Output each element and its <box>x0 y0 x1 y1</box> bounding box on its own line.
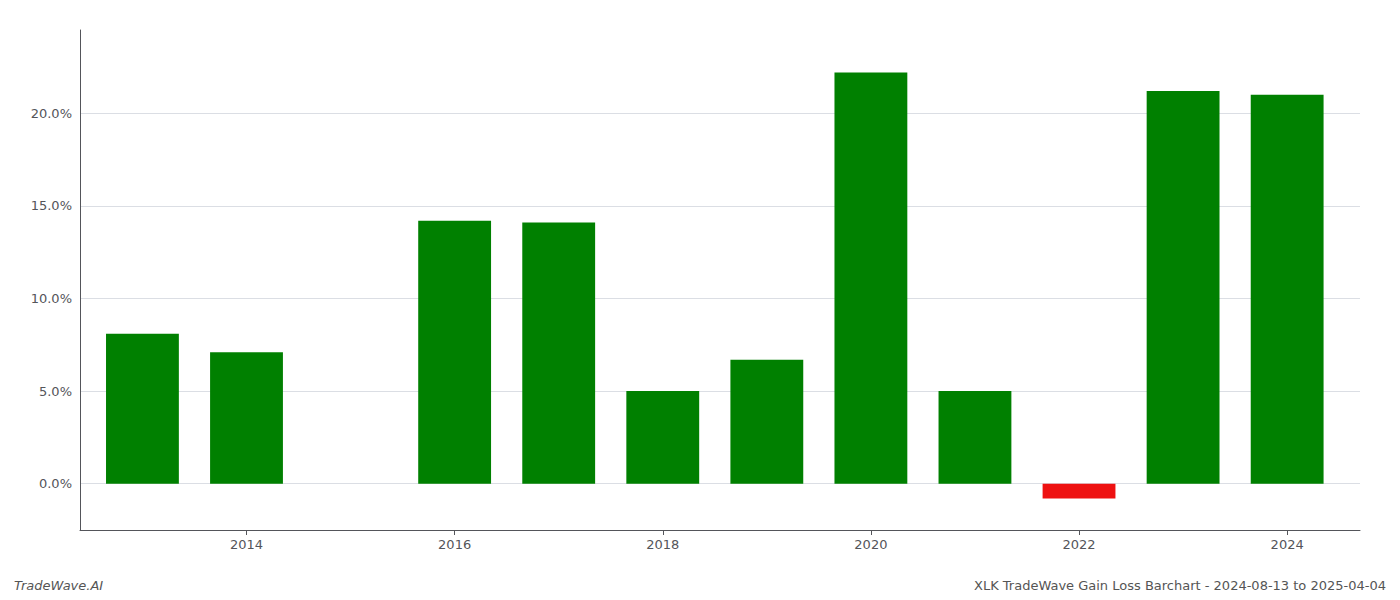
svg-text:2024: 2024 <box>1271 537 1304 552</box>
svg-text:XLK TradeWave Gain Loss Barcha: XLK TradeWave Gain Loss Barchart - 2024-… <box>974 578 1386 593</box>
svg-text:2022: 2022 <box>1062 537 1095 552</box>
svg-text:10.0%: 10.0% <box>31 291 72 306</box>
svg-text:5.0%: 5.0% <box>39 384 72 399</box>
svg-text:2016: 2016 <box>438 537 471 552</box>
svg-text:2014: 2014 <box>230 537 263 552</box>
svg-text:2020: 2020 <box>854 537 887 552</box>
svg-text:TradeWave.AI: TradeWave.AI <box>14 578 103 593</box>
svg-text:20.0%: 20.0% <box>31 106 72 121</box>
svg-text:0.0%: 0.0% <box>39 476 72 491</box>
svg-text:2018: 2018 <box>646 537 679 552</box>
svg-text:15.0%: 15.0% <box>31 198 72 213</box>
